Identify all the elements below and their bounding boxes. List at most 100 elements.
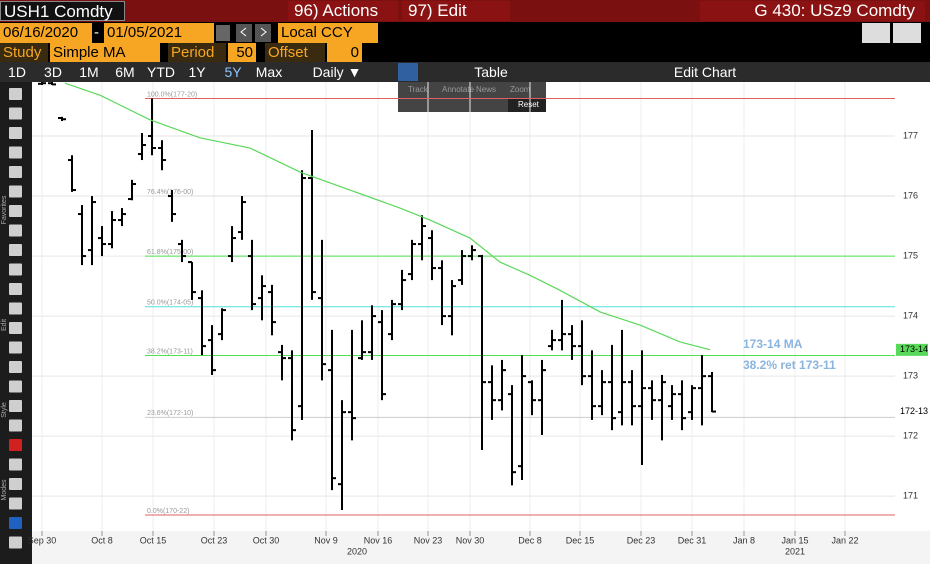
side-label: Favorites	[1, 195, 8, 224]
side-icon	[9, 107, 22, 120]
side-icon	[9, 341, 22, 354]
overlay-item: Zoom	[510, 85, 531, 94]
ticker[interactable]: USH1 Comdty	[0, 1, 125, 21]
fib-note: 38.2% ret 173-11	[743, 358, 836, 372]
y-tick-label: 177	[903, 130, 918, 140]
study-select[interactable]: Simple MA	[50, 43, 160, 63]
side-icon	[9, 185, 22, 198]
fib-label: 50.0%(174-05)	[147, 300, 193, 307]
range-bar	[0, 62, 930, 82]
ma-legend: 173-14 MA	[743, 337, 803, 351]
actions-menu[interactable]: 96) Actions	[288, 1, 398, 21]
x-tick-label: Jan 22	[831, 535, 858, 545]
period-label: Period	[168, 43, 226, 63]
side-icon	[9, 361, 22, 373]
y-tick-label: 174	[903, 310, 918, 320]
year-label: 2021	[785, 546, 805, 556]
fib-label: 61.8%(175-00)	[147, 249, 193, 256]
range-button[interactable]: 5Y	[224, 64, 242, 80]
side-icon	[9, 322, 22, 334]
x-axis-band	[32, 531, 930, 564]
x-tick-label: Nov 9	[314, 535, 338, 545]
side-icon	[9, 263, 22, 276]
range-button[interactable]: 6M	[115, 64, 135, 80]
reset-button	[508, 98, 546, 112]
plot: 100.0%(177-20) 76.4%(176-00) 61.8%(175-00)…	[32, 82, 895, 531]
currency-select[interactable]: Local CCY	[278, 23, 378, 43]
range-button[interactable]: YTD	[147, 64, 175, 80]
y-tick-label: 175	[903, 250, 918, 260]
fib-label: 23.6%(172-10)	[147, 410, 193, 417]
x-tick-label: Dec 8	[518, 535, 542, 545]
side-icon	[9, 205, 22, 217]
calendar-icon[interactable]	[216, 25, 230, 41]
prev-button[interactable]	[236, 24, 252, 42]
price-tag-label: 173-14	[900, 344, 928, 354]
y-tick-label: 176	[903, 190, 918, 200]
end-date[interactable]: 01/05/2021	[104, 23, 214, 43]
table-button[interactable]: Table	[474, 64, 508, 80]
side-icon	[9, 478, 22, 490]
range-button[interactable]: 1D	[8, 64, 26, 80]
x-tick-label: Oct 8	[91, 535, 113, 545]
fib-label: 100.0%(177-20)	[147, 91, 197, 98]
fib-label: 76.4%(176-00)	[147, 189, 193, 196]
ma-line	[64, 82, 711, 351]
side-icon	[9, 244, 22, 256]
overlay-item: Annotate	[442, 85, 475, 94]
side-icon	[9, 224, 22, 237]
edit-menu[interactable]: 97) Edit	[402, 1, 510, 21]
side-label: Modes	[1, 479, 8, 501]
side-icon	[9, 380, 22, 393]
side-icon	[9, 517, 22, 529]
price-tag	[896, 343, 928, 356]
x-tick-label: Dec 31	[678, 535, 707, 545]
range-button[interactable]: 1Y	[188, 64, 206, 80]
range-button[interactable]: 3D	[44, 64, 62, 80]
function-code: G 430: USz9 Comdty	[700, 1, 925, 21]
overlay-item: News	[476, 85, 496, 94]
x-tick-label: Oct 15	[140, 535, 167, 545]
side-icon	[9, 419, 22, 432]
range-button[interactable]: 1M	[79, 64, 99, 80]
redo-button[interactable]	[893, 23, 921, 43]
offset-label: Offset	[265, 43, 325, 63]
date-separator: -	[94, 24, 99, 41]
tool-toggle[interactable]	[398, 63, 418, 81]
edit-chart-button[interactable]: Edit Chart	[673, 64, 737, 80]
y-tick-label: 172	[903, 431, 918, 441]
price-tag	[896, 405, 928, 418]
offset-input[interactable]: 0	[327, 43, 362, 63]
side-icon	[9, 127, 22, 139]
side-icon	[9, 458, 22, 471]
x-tick-label: Oct 30	[253, 535, 280, 545]
x-tick-label: Jan 8	[733, 535, 755, 545]
overlay-item: Track	[408, 85, 429, 94]
price-tag-label: 172-13	[900, 406, 928, 416]
x-tick-label: Dec 15	[566, 535, 595, 545]
frequency-select[interactable]: Daily ▼	[312, 64, 362, 80]
side-label: Edit	[1, 319, 8, 331]
y-tick-label: 171	[903, 491, 918, 501]
x-tick-label: Sep 30	[28, 535, 57, 545]
side-icon	[9, 283, 22, 295]
y-tick-label: 173	[903, 371, 918, 381]
side-icon	[9, 88, 22, 100]
chart: Favorites Edit Style Modes Track Annotate News…	[0, 82, 930, 564]
start-date[interactable]: 06/16/2020	[0, 23, 92, 43]
undo-button[interactable]	[862, 23, 890, 43]
side-icon	[9, 400, 22, 412]
side-icon	[9, 146, 22, 159]
fib-label: 38.2%(173-11)	[147, 348, 193, 355]
side-icon	[9, 536, 22, 549]
side-icon	[9, 497, 22, 510]
side-icon	[9, 166, 22, 178]
overlay-item: Reset	[518, 100, 540, 109]
next-button[interactable]	[255, 24, 271, 42]
x-tick-label: Dec 23	[627, 535, 656, 545]
x-tick-label: Jan 15	[781, 535, 808, 545]
range-button[interactable]: Max	[255, 64, 283, 80]
period-input[interactable]: 50	[228, 43, 256, 63]
side-icon	[9, 439, 22, 451]
